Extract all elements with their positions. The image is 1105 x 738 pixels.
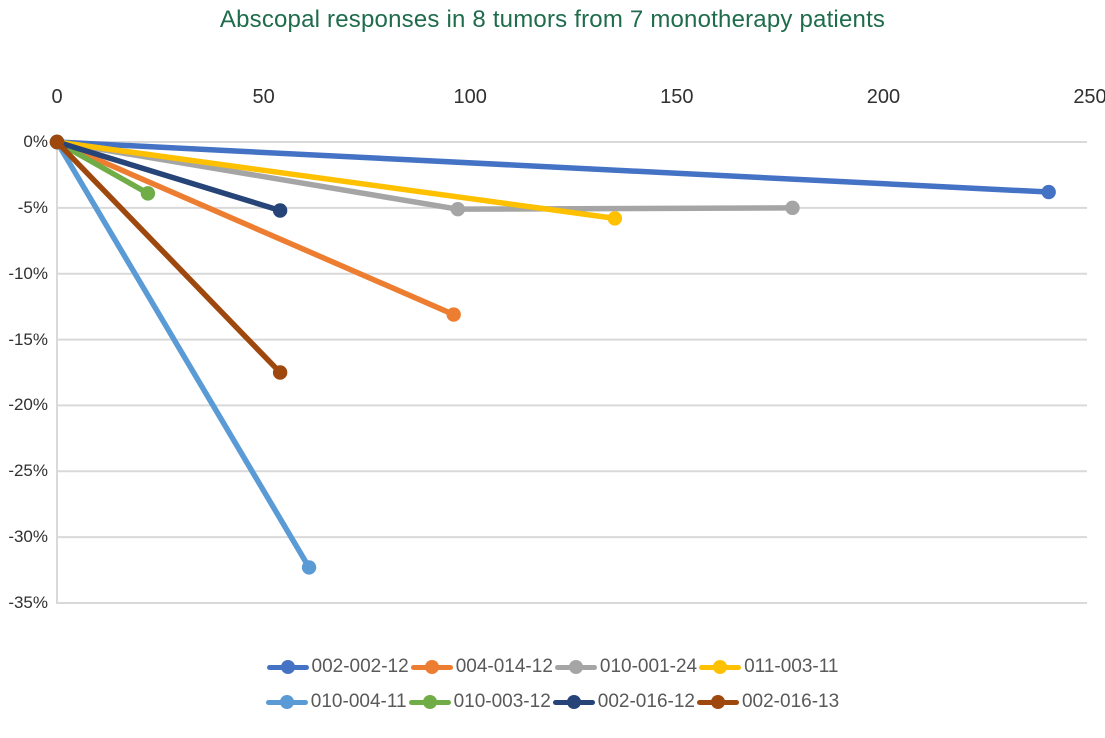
legend: 002-002-12 004-014-12 010-001-24 011-003… — [0, 656, 1105, 713]
legend-item: 002-002-12 — [266, 656, 409, 678]
series-marker-icon — [265, 694, 308, 710]
series-line-002-016-12 — [54, 139, 283, 214]
data-point-marker — [450, 201, 466, 217]
legend-label: 011-003-11 — [744, 656, 839, 677]
y-axis-tick-label: -25% — [8, 461, 48, 481]
legend-label: 010-001-24 — [599, 656, 698, 677]
series-line-010-004-11 — [54, 139, 312, 571]
y-axis-tick-label: -5% — [17, 197, 48, 217]
x-axis-tick-label: 250 — [1073, 86, 1105, 108]
series-marker-icon — [696, 694, 739, 710]
y-axis-tick-label: -30% — [8, 527, 48, 547]
legend-item: 010-004-11 — [265, 691, 407, 713]
data-point-marker — [49, 134, 65, 150]
y-axis-tick-label: -15% — [8, 329, 48, 349]
legend-label: 002-002-12 — [311, 656, 409, 677]
x-axis-tick-label: 0 — [51, 86, 63, 108]
data-point-marker — [140, 186, 156, 201]
legend-label: 004-014-12 — [455, 656, 553, 677]
series-line-004-014-12 — [54, 139, 457, 318]
y-axis-tick-label: -35% — [8, 593, 48, 612]
series-line-011-003-11 — [54, 139, 618, 222]
legend-item: 002-016-12 — [552, 691, 695, 713]
legend-item: 010-003-12 — [408, 691, 551, 713]
x-axis-tick-label: 150 — [660, 86, 694, 108]
legend-label: 002-016-12 — [597, 691, 695, 712]
series-marker-icon — [266, 659, 309, 675]
legend-item: 002-016-13 — [696, 691, 840, 713]
y-axis-tick-label: 0% — [23, 132, 48, 151]
series-marker-icon — [410, 659, 453, 675]
series-marker-icon — [552, 694, 595, 710]
legend-item: 011-003-11 — [699, 656, 838, 678]
data-point-marker — [272, 365, 288, 380]
data-point-marker — [607, 211, 623, 226]
series-marker-icon — [554, 659, 597, 675]
legend-label: 002-016-13 — [741, 691, 840, 712]
y-axis-tick-label: -20% — [8, 395, 48, 415]
legend-row-1: 002-002-12 004-014-12 010-001-24 011-003… — [266, 656, 840, 678]
data-point-marker — [301, 560, 317, 575]
data-point-marker — [272, 203, 288, 218]
data-point-marker — [785, 200, 800, 216]
legend-item: 004-014-12 — [410, 656, 553, 678]
series-marker-icon — [699, 659, 742, 675]
data-point-marker — [446, 307, 461, 322]
chart-title: Abscopal responses in 8 tumors from 7 mo… — [219, 6, 886, 33]
series-line-002-002-12 — [54, 139, 1052, 195]
legend-item: 010-001-24 — [554, 656, 698, 678]
x-axis-tick-label: 50 — [252, 86, 275, 108]
y-axis-tick-label: -10% — [8, 263, 48, 283]
x-axis-tick-label: 100 — [453, 86, 487, 108]
series-line-010-003-12 — [54, 139, 151, 197]
legend-row-2: 010-004-11 010-003-12 002-016-12 002-016… — [265, 691, 840, 713]
series-marker-icon — [408, 694, 451, 710]
x-axis-tick-label: 200 — [866, 86, 901, 108]
legend-label: 010-003-12 — [453, 691, 551, 712]
series-line-002-016-13 — [54, 139, 283, 376]
legend-label: 010-004-11 — [310, 691, 407, 712]
data-point-marker — [1041, 184, 1056, 200]
